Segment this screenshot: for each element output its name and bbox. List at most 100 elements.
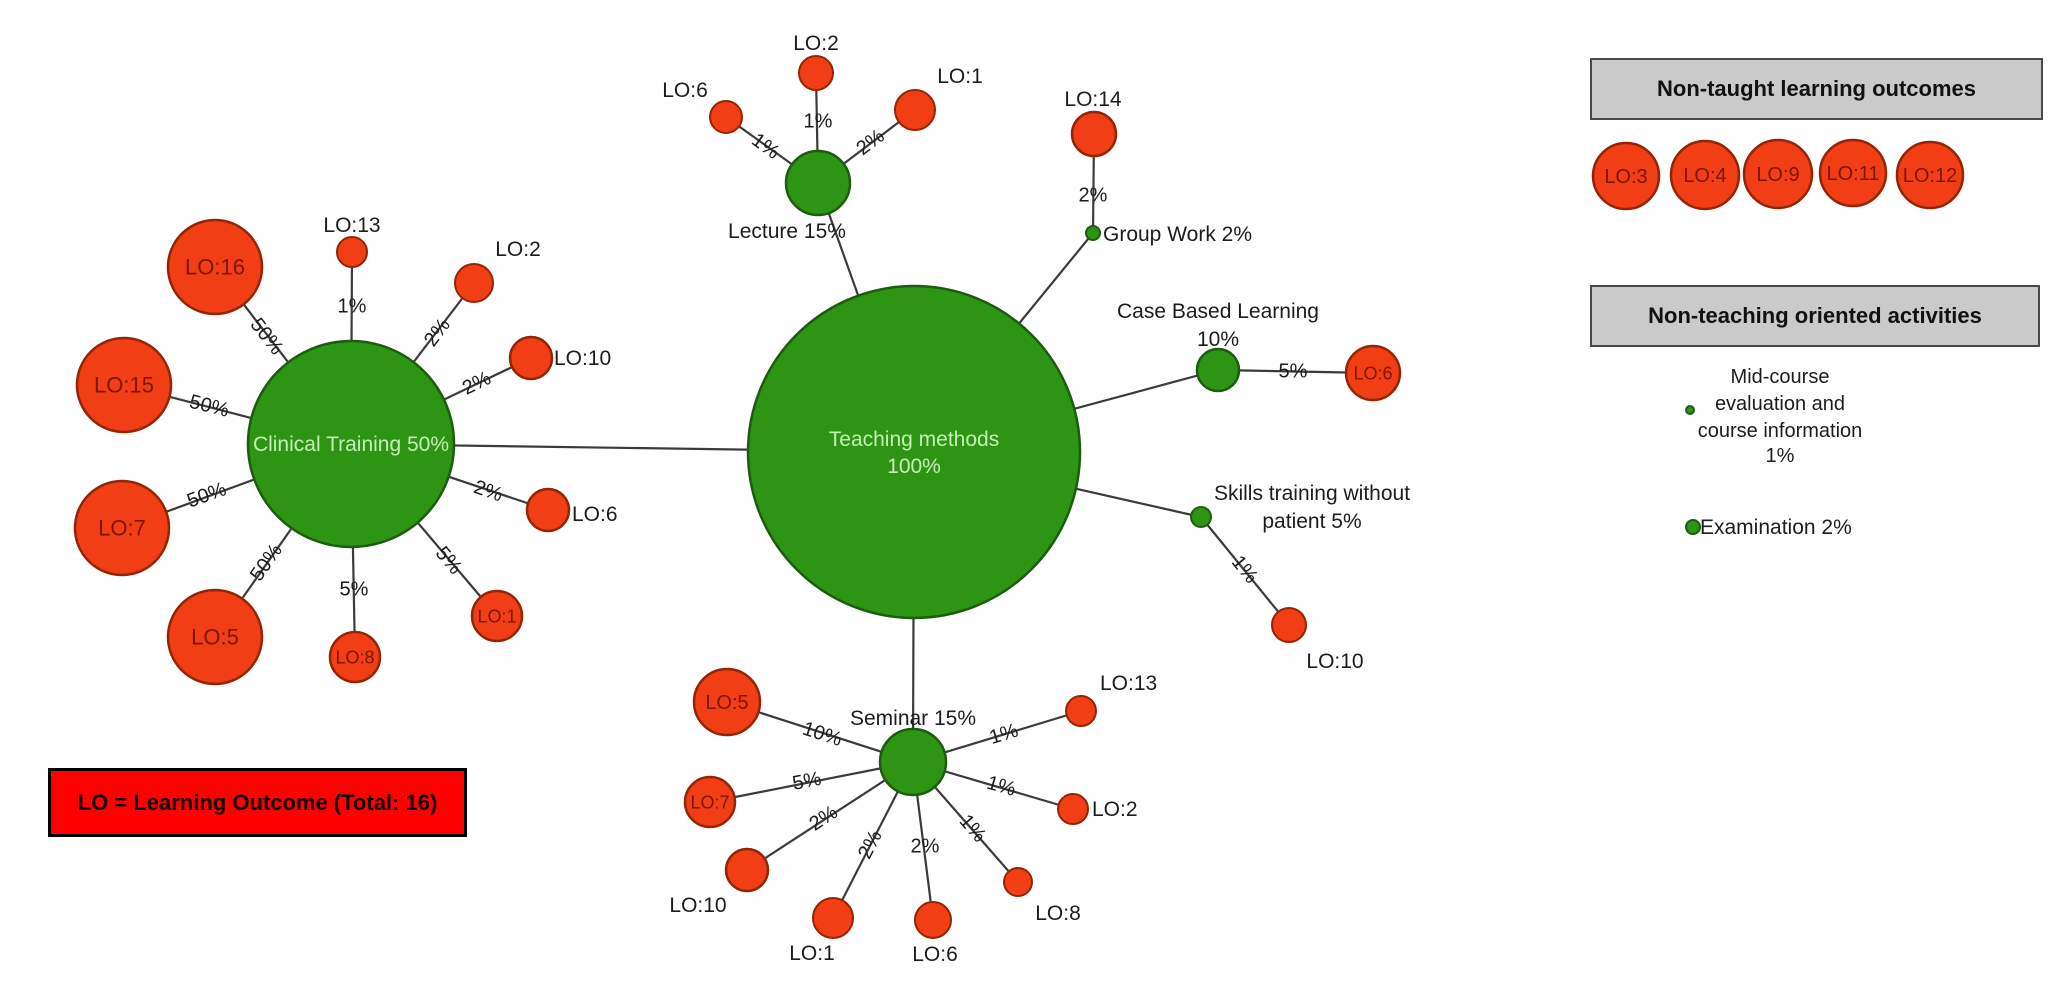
- node-skills-training: [1190, 506, 1212, 528]
- node-sem-lo7: [683, 775, 737, 829]
- cbl-label-line1: Case Based Learning: [1117, 300, 1319, 323]
- edge-percent-label-7: 2%: [471, 476, 506, 506]
- node-ct-lo5: [166, 588, 264, 686]
- node-examination: [1685, 519, 1701, 535]
- node-mid-course: [1685, 405, 1695, 415]
- node-nt-lo11-label: LO:11: [1827, 163, 1880, 185]
- lec-lo1-label: LO:1: [937, 65, 983, 88]
- edge-percent-label-18: 5%: [791, 768, 824, 795]
- node-sem-lo7-label: LO:7: [690, 792, 729, 812]
- node-lecture: [784, 149, 852, 217]
- node-nt-lo3-label: LO:3: [1604, 166, 1647, 188]
- node-sem-lo2: [1057, 793, 1089, 825]
- node-nt-lo9-label: LO:9: [1756, 164, 1799, 186]
- non-teaching-header-label: Non-teaching oriented activities: [1648, 303, 1982, 328]
- node-teaching-methods-label-line1: Teaching methods: [829, 428, 999, 451]
- edge-percent-label-6: 50%: [184, 478, 229, 512]
- node-sem-lo13: [1065, 695, 1097, 727]
- node-ct-lo15: [75, 336, 173, 434]
- edge-percent-label-9: 5%: [340, 578, 369, 600]
- node-ct-lo7: [73, 479, 171, 577]
- legend-box: LO = Learning Outcome (Total: 16): [48, 768, 467, 837]
- edge-seminar--sem-lo7: [709, 760, 914, 804]
- node-ct-lo16-label: LO:16: [185, 255, 245, 280]
- node-nt-lo4-label: LO:4: [1683, 165, 1726, 187]
- node-lec-lo6: [709, 100, 743, 134]
- mid-course-line3: course information: [1698, 420, 1863, 442]
- ct-lo2-label: LO:2: [495, 238, 541, 261]
- lec-lo2-label: LO:2: [793, 32, 839, 55]
- mid-course-line1: Mid-course: [1731, 366, 1830, 388]
- skills-label-line2: patient 5%: [1262, 510, 1361, 533]
- ct-lo13-label: LO:13: [323, 214, 380, 237]
- node-nt-lo11: [1818, 138, 1888, 208]
- node-group-work: [1085, 225, 1101, 241]
- edge-skills-training--sk-lo10: [1200, 516, 1290, 626]
- node-case-based-learning: [1195, 347, 1241, 393]
- node-clinical-training-label-line1: Clinical Training 50%: [253, 433, 449, 456]
- edge-percent-label-19: 2%: [805, 801, 841, 835]
- edge-percent-label-20: 2%: [854, 827, 887, 863]
- node-teaching-methods-label-line2: 100%: [887, 455, 941, 478]
- edge-percent-label-24: 1%: [987, 720, 1021, 750]
- gw-lo14-label: LO:14: [1064, 88, 1122, 111]
- node-ct-lo5-label: LO:5: [191, 625, 239, 650]
- node-ct-lo10: [508, 335, 554, 381]
- node-ct-lo7-label: LO:7: [98, 516, 146, 541]
- node-ct-lo6: [525, 487, 571, 533]
- node-nt-lo12-label: LO:12: [1903, 165, 1957, 187]
- sem-lo10-label: LO:10: [669, 894, 726, 917]
- node-cbl-lo6-label: LO:6: [1353, 363, 1392, 383]
- non-taught-header-box: Non-taught learning outcomes: [1590, 58, 2043, 120]
- mid-course-line2: evaluation and: [1715, 393, 1845, 415]
- edge-percent-label-12: 1%: [804, 110, 833, 132]
- seminar-label: Seminar 15%: [850, 707, 976, 730]
- skills-label-line1: Skills training without: [1214, 482, 1410, 505]
- edge-percent-label-11: 1%: [747, 129, 783, 164]
- node-clinical-training: [246, 339, 456, 549]
- node-nt-lo12: [1895, 140, 1965, 210]
- node-ct-lo2: [454, 263, 494, 303]
- sem-lo2-label: LO:2: [1092, 798, 1138, 821]
- node-sem-lo6: [914, 901, 952, 939]
- sem-lo1-label: LO:1: [789, 942, 835, 965]
- node-seminar: [878, 727, 948, 797]
- lec-lo6-label: LO:6: [662, 79, 708, 102]
- edge-percent-label-13: 2%: [852, 125, 888, 160]
- sk-lo10-label: LO:10: [1306, 650, 1363, 673]
- sem-lo8-label: LO:8: [1035, 902, 1081, 925]
- edge-percent-label-17: 10%: [800, 718, 845, 751]
- node-sem-lo1: [812, 897, 854, 939]
- mid-course-line4: 1%: [1766, 445, 1795, 467]
- node-sem-lo10: [724, 847, 770, 893]
- group-work-label: Group Work 2%: [1103, 223, 1252, 246]
- sem-lo13-label: LO:13: [1100, 672, 1157, 695]
- edge-percent-label-15: 5%: [1279, 360, 1308, 382]
- lecture-label: Lecture 15%: [728, 220, 846, 243]
- node-nt-lo4: [1669, 139, 1741, 211]
- examination-label: Examination 2%: [1700, 516, 1852, 539]
- sem-lo6-label: LO:6: [912, 943, 958, 966]
- edge-percent-label-5: 2%: [459, 367, 495, 400]
- edge-percent-label-21: 2%: [911, 835, 940, 857]
- node-lec-lo1: [894, 89, 936, 131]
- node-nt-lo9: [1742, 138, 1814, 210]
- node-ct-lo16: [166, 218, 264, 316]
- node-lec-lo2: [798, 55, 834, 91]
- node-ct-lo1: [470, 589, 524, 643]
- edge-percent-label-8: 50%: [246, 540, 287, 586]
- node-ct-lo13: [336, 236, 368, 268]
- legend-label: LO = Learning Outcome (Total: 16): [77, 789, 438, 815]
- edge-percent-label-4: 50%: [187, 391, 231, 422]
- edge-percent-label-23: 1%: [984, 772, 1018, 801]
- node-ct-lo8-label: LO:8: [335, 647, 374, 667]
- node-ct-lo8: [328, 630, 382, 684]
- ct-lo10-label: LO:10: [554, 347, 611, 370]
- non-teaching-header-box: Non-teaching oriented activities: [1590, 285, 2040, 347]
- ct-lo6-label: LO:6: [572, 503, 618, 526]
- node-sem-lo5-label: LO:5: [705, 692, 748, 714]
- node-ct-lo15-label: LO:15: [94, 373, 154, 398]
- node-sem-lo5: [692, 667, 762, 737]
- non-taught-header-label: Non-taught learning outcomes: [1657, 76, 1976, 101]
